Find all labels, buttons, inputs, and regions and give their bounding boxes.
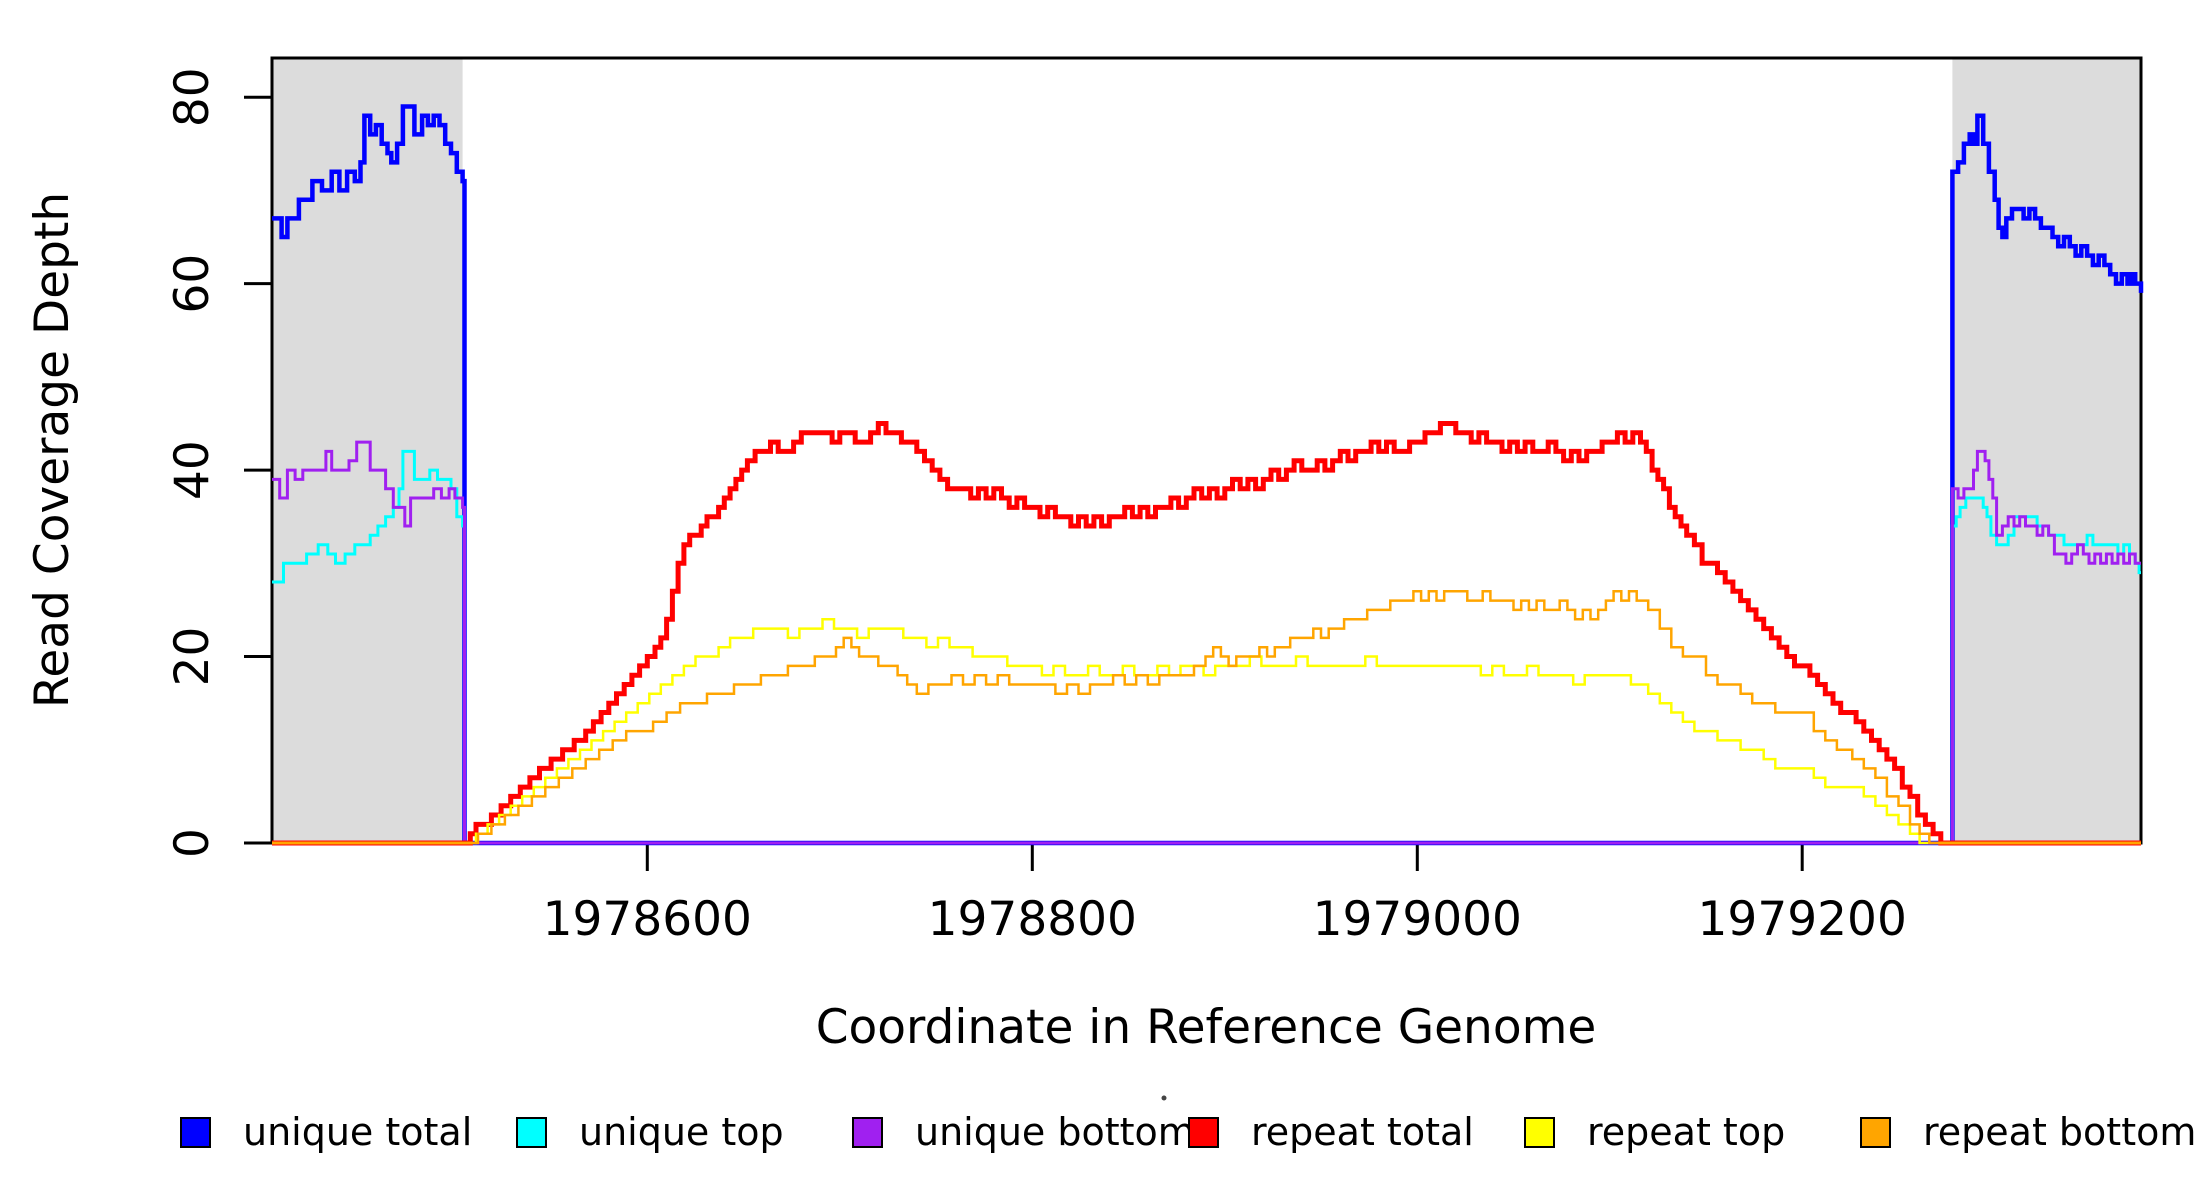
legend-item-label: repeat top (1587, 1110, 1785, 1154)
series-repeat-total (272, 421, 2141, 846)
y-tick-label: 80 (165, 67, 220, 127)
legend-item: unique top (516, 1110, 784, 1154)
legend-swatch (1188, 1117, 1219, 1148)
legend-item-label: unique top (579, 1110, 784, 1154)
legend-item: repeat total (1188, 1110, 1474, 1154)
plot-border (270, 56, 2143, 845)
legend-item: unique total (180, 1110, 472, 1154)
legend-item-label: unique bottom (915, 1110, 1195, 1154)
legend-item-label: repeat total (1251, 1110, 1474, 1154)
legend-item: repeat top (1524, 1110, 1785, 1154)
legend-item: repeat bottom (1860, 1110, 2196, 1154)
x-tick-label: 1978600 (543, 892, 752, 947)
legend: unique total unique top unique bottom repea… (180, 1095, 2196, 1154)
axis-ticks: 1978600 1978800 1979000 1979200 0 20 40 60 80 (165, 67, 1907, 947)
legend-item-label: repeat bottom (1923, 1110, 2196, 1154)
legend-swatch (852, 1117, 883, 1148)
y-axis-title: Read Coverage Depth (25, 192, 80, 708)
x-tick-label: 1979200 (1698, 892, 1907, 947)
x-tick-label: 1978800 (928, 892, 1137, 947)
legend-swatch (1524, 1117, 1555, 1148)
x-tick-label: 1979000 (1313, 892, 1522, 947)
shaded-regions (272, 58, 2141, 843)
series-unique-bottom (272, 440, 2141, 845)
series-unique-top (272, 449, 2141, 845)
series-repeat-bottom (272, 590, 2141, 845)
plot-box (270, 56, 2143, 845)
y-tick-label: 20 (165, 627, 220, 687)
legend-item-label: unique total (243, 1110, 472, 1154)
series-unique-total (272, 104, 2144, 846)
legend-item: unique bottom (852, 1110, 1195, 1154)
coverage-series (272, 104, 2144, 846)
legend-swatch (1860, 1117, 1891, 1148)
y-tick-label: 40 (165, 440, 220, 500)
legend-swatch (180, 1117, 211, 1148)
x-axis-title: Coordinate in Reference Genome (816, 1000, 1597, 1055)
y-tick-label: 0 (165, 828, 220, 858)
y-tick-label: 60 (165, 254, 220, 314)
shaded-region (272, 58, 463, 843)
series-repeat-top (272, 617, 2141, 845)
stray-dot (1161, 1095, 1167, 1101)
legend-swatch (516, 1117, 547, 1148)
